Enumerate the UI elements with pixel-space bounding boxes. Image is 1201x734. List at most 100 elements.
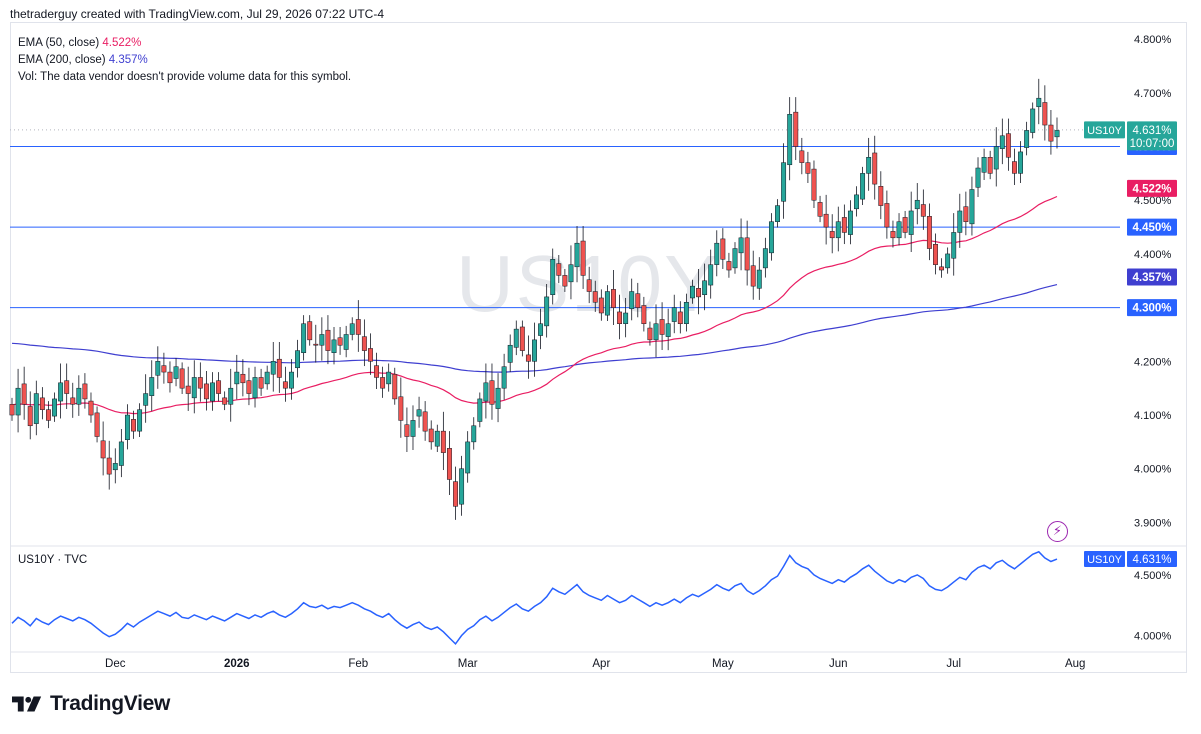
candle-body [702, 280, 708, 295]
candle-body [811, 168, 817, 201]
sub-symbol-tag-bg [1084, 550, 1125, 567]
candle-body [841, 217, 847, 233]
candle-body [847, 210, 853, 235]
candle-body [368, 348, 373, 362]
candle-body [495, 387, 501, 409]
candle-body [829, 231, 835, 239]
price-tag: 4.450% [1132, 222, 1171, 234]
sub-pane-legend[interactable]: US10Y · TVC [18, 554, 88, 566]
candle-body [149, 377, 155, 396]
candle-body [525, 354, 531, 362]
x-axis-label: Mar [458, 658, 478, 670]
candle-body [914, 199, 920, 210]
candle-body [465, 441, 471, 474]
candle-body [538, 323, 544, 336]
candle-body [568, 264, 574, 283]
candle-body [519, 326, 525, 351]
candle-body [775, 205, 780, 222]
candle-body [665, 323, 671, 337]
chart-attribution: thetraderguy created with TradingView.co… [10, 7, 384, 21]
candle-body [957, 210, 963, 233]
sub-y-tick-label: 4.500% [1134, 570, 1172, 582]
price-tag-bg [1127, 218, 1177, 236]
candle-body [677, 311, 683, 324]
candle-body [349, 323, 355, 335]
x-axis-label: Apr [592, 658, 610, 670]
price-tag: 4.522% [1132, 183, 1171, 195]
price-tag-bg [1127, 299, 1177, 317]
candle-body [544, 296, 550, 327]
x-axis-label: May [712, 658, 734, 670]
candle-body [720, 238, 726, 260]
candle-body [295, 350, 301, 369]
candle-body [1018, 151, 1023, 174]
candle-body [155, 361, 161, 376]
candle-body [422, 411, 428, 432]
candle-body [823, 213, 829, 228]
candle-body [696, 288, 701, 298]
candle-body [252, 377, 258, 399]
candle-body [738, 237, 744, 254]
candle-body [337, 337, 343, 346]
ema200-legend[interactable]: EMA (200, close) 4.357% [18, 54, 148, 66]
candle-body [167, 371, 173, 384]
candle-body [532, 339, 537, 362]
candle-body [1024, 130, 1030, 148]
candle-body [768, 221, 774, 254]
candle-body [926, 216, 932, 249]
candle-body [629, 291, 635, 309]
candle-body [939, 266, 945, 271]
candle-body [659, 319, 665, 335]
volume-legend[interactable]: Vol: The data vendor doesn't provide vol… [18, 71, 352, 83]
candle-body [88, 400, 94, 416]
candle-body [270, 361, 276, 375]
candle-body [945, 253, 951, 269]
candle-body [483, 382, 489, 402]
candle-body [617, 311, 623, 324]
candle-body [781, 162, 787, 202]
candle-body [258, 377, 264, 389]
candle-body [744, 237, 750, 271]
candle-body [179, 368, 185, 389]
candle-body [361, 336, 367, 351]
candle-body [580, 240, 586, 276]
candle-body [33, 393, 39, 424]
candle-body [331, 339, 337, 353]
last-symbol-tag-bg [1084, 121, 1125, 139]
candle-body [1030, 108, 1036, 133]
candle-body [714, 242, 720, 265]
candle-body [15, 387, 21, 416]
candle-body [908, 210, 914, 235]
candle-body [1036, 97, 1042, 108]
candle-body [94, 412, 100, 437]
price-tag-bg [1127, 268, 1177, 286]
ema200-value: 4.357% [108, 54, 148, 66]
candle-body [592, 291, 598, 303]
candle-body [799, 150, 805, 163]
candle-body [228, 387, 234, 405]
candle-body [604, 291, 610, 316]
candle-body [380, 377, 386, 389]
candle-body [100, 440, 106, 459]
candle-body [325, 329, 331, 351]
candle-body [854, 194, 859, 210]
lightning-icon[interactable]: ⚡ [1047, 521, 1068, 542]
candle-body [203, 383, 209, 400]
candle-body [197, 377, 203, 389]
price-tag: 4.300% [1132, 303, 1171, 315]
candle-body [477, 398, 483, 422]
candle-body [507, 344, 513, 363]
candle-body [732, 248, 738, 269]
sub-price-tag-bg [1127, 550, 1177, 567]
tradingview-logo[interactable]: TradingView [12, 692, 170, 716]
candle-body [301, 323, 307, 353]
candle-body [216, 380, 222, 394]
candle-body [1048, 124, 1054, 142]
candle-body [307, 321, 313, 341]
ema50-legend[interactable]: EMA (50, close) 4.522% [18, 37, 142, 49]
candle-body [234, 371, 240, 385]
candle-body [46, 409, 51, 421]
candle-body [817, 202, 823, 217]
candle-body [981, 157, 987, 173]
